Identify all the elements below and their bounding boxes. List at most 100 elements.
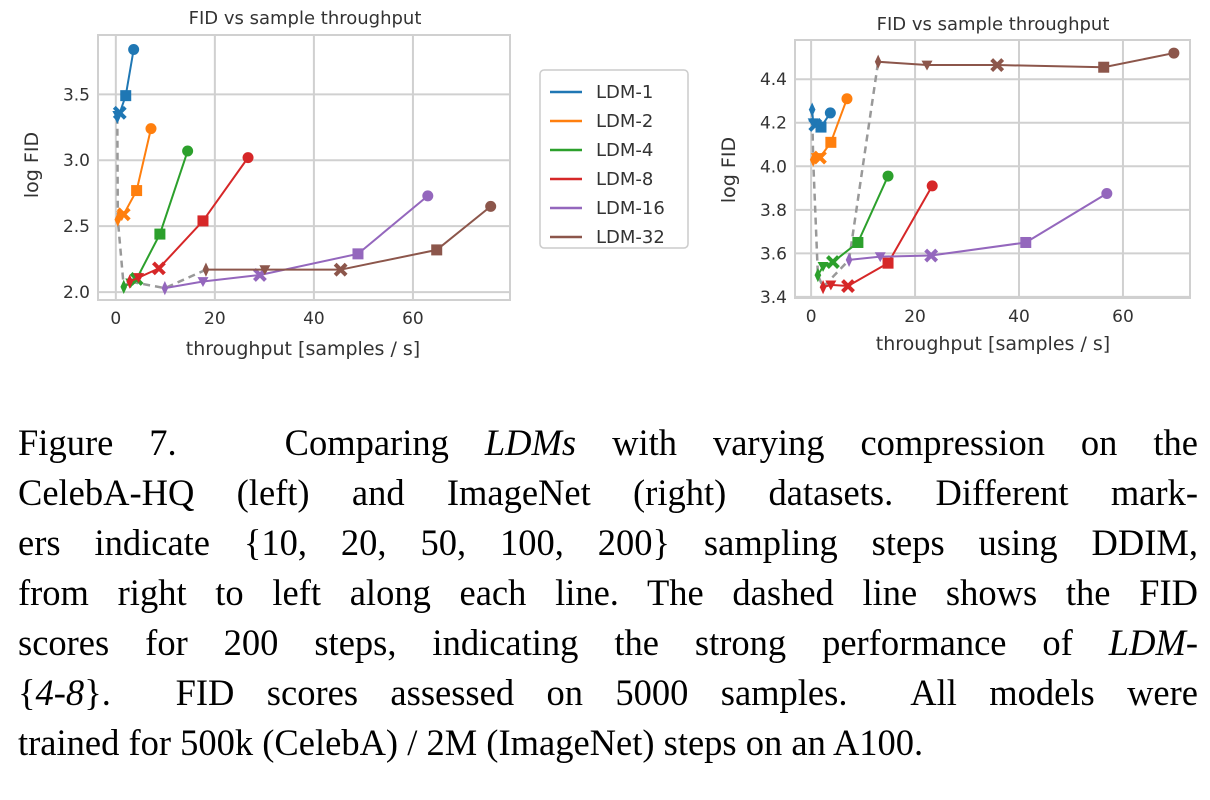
caption-text: Figure 7. Comparing [18,422,485,463]
legend-label: LDM-8 [596,169,653,190]
marker-circle [1101,187,1113,199]
y-tick-label: 3.8 [760,201,787,221]
marker-square [120,90,132,102]
figure-charts: 0 20 40 60 2.0 2.5 3.0 3.5 FID vs sample through… [21,8,1191,360]
caption-text: CelebA-HQ (left) and ImageNet (right) da… [18,472,1198,513]
caption-text: LDMs [484,422,577,463]
marker-triangle [921,60,933,71]
y-axis-label: log FID [718,137,740,203]
x-axis-label: throughput [samples / s] [876,333,1110,355]
marker-triangle [807,118,819,129]
x-tick-label: 20 [904,307,926,327]
marker-triangle [197,277,209,288]
chart-imagenet: 0 20 40 60 3.4 3.6 3.8 4.0 4.2 4.4 FID vs sample t… [718,14,1191,355]
y-tick-label: 4.4 [760,70,787,90]
marker-diamond [161,280,169,296]
marker-square [852,236,864,248]
marker-circle [242,152,254,164]
caption-text: LDM- [1108,622,1198,663]
caption-text: }. FID scores assessed on 5000 samples. … [84,672,1198,713]
marker-circle [1168,47,1180,59]
y-tick-label: 4.2 [760,114,787,134]
chart-celeba: 0 20 40 60 2.0 2.5 3.0 3.5 FID vs sample through… [21,8,511,360]
marker-triangle [133,273,145,284]
plot-frame [794,39,1191,299]
dashed-200-steps-line [810,61,880,290]
caption-text: 4-8 [35,672,85,713]
caption-line: CelebA-HQ (left) and ImageNet (right) da… [18,468,1198,518]
caption-line: from right to left along each line. The … [18,568,1198,618]
marker-diamond [845,252,853,268]
caption-text: ers indicate {10, 20, 50, 100, 200} samp… [18,522,1198,563]
caption-text: { [18,672,36,713]
series-ldm-2 [114,123,157,227]
marker-diamond [120,279,128,294]
y-tick-label: 2.0 [63,283,90,303]
marker-square [825,136,837,148]
x-tick-label: 20 [204,309,226,329]
chart-title: FID vs sample throughput [189,8,422,29]
legend-label: LDM-32 [596,227,665,248]
marker-diamond [809,152,817,167]
series-ldm-1 [112,44,140,124]
marker-triangle [825,280,837,291]
marker-diamond [874,54,882,69]
marker-diamond [202,262,210,277]
marker-x [924,248,939,263]
marker-circle [145,123,157,135]
marker-diamond [814,267,822,283]
series-ldm-1 [807,102,836,133]
marker-square [1020,236,1032,248]
y-axis-label: log FID [21,132,43,198]
y-tick-label: 3.5 [63,85,90,105]
marker-square [882,257,894,269]
series-ldm-2 [809,93,853,167]
series-ldm-16 [161,190,434,296]
marker-triangle [259,265,271,276]
marker-square [352,248,364,260]
figure-caption: Figure 7. Comparing LDMs with varying co… [18,418,1198,768]
marker-square [1098,61,1110,73]
x-axis-label: throughput [samples / s] [186,338,420,360]
marker-circle [841,93,853,105]
series-ldm-8 [819,180,938,295]
caption-text: from right to left along each line. The … [18,572,1198,613]
y-tick-label: 3.6 [760,244,787,264]
y-tick-label: 2.5 [63,217,90,237]
caption-line: trained for 500k (CelebA) / 2M (ImageNet… [18,718,1198,768]
x-tick-label: 60 [1112,307,1134,327]
caption-line: ers indicate {10, 20, 50, 100, 200} samp… [18,518,1198,568]
marker-diamond [114,212,122,227]
legend-box [539,69,689,249]
marker-x [841,279,855,293]
caption-line: Figure 7. Comparing LDMs with varying co… [18,418,1198,468]
marker-triangle [874,252,886,263]
x-tick-label: 0 [806,307,817,327]
caption-line: {4-8}. FID scores assessed on 5000 sampl… [18,668,1198,718]
marker-diamond [819,279,827,295]
x-tick-label: 40 [1008,307,1030,327]
marker-diamond [114,109,121,124]
marker-circle [824,107,836,119]
marker-x [990,58,1005,72]
caption-text: trained for 500k (CelebA) / 2M (ImageNet… [18,722,924,763]
chart-title: FID vs sample throughput [877,14,1110,35]
x-tick-label: 60 [402,309,424,329]
marker-square [131,185,143,197]
marker-circle [882,170,894,182]
marker-x [826,255,840,269]
x-tick-label: 0 [110,309,121,329]
marker-circle [485,200,497,212]
series-ldm-8 [126,152,254,289]
series-ldm-4 [814,170,894,283]
legend-label: LDM-1 [596,82,653,103]
marker-x [151,261,166,276]
marker-square [154,228,166,240]
marker-circle [422,190,434,202]
y-tick-label: 4.0 [760,157,787,177]
marker-square [431,244,443,256]
legend-label: LDM-4 [596,140,653,161]
marker-triangle [116,211,128,222]
marker-circle [926,180,938,192]
marker-triangle [817,262,829,272]
